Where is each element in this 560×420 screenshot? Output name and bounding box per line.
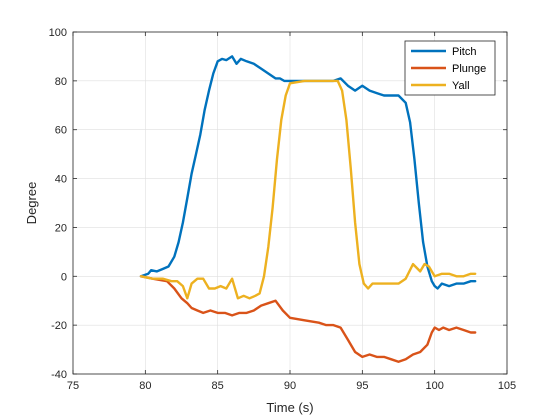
series-line-plunge	[139, 275, 477, 363]
y-tick-label: 20	[55, 222, 67, 234]
y-tick-label: 100	[49, 27, 67, 39]
legend-label-pitch: Pitch	[452, 46, 476, 58]
axis-ticks: 75 80 85 90 95 100 105 -40 -20 0 20 40 60 80 100	[49, 27, 517, 392]
series-line-yall	[139, 79, 477, 300]
legend: Pitch Plunge Yall	[404, 40, 496, 96]
x-tick-label: 90	[284, 380, 296, 392]
x-tick-label: 75	[67, 380, 79, 392]
x-axis-label: Time (s)	[266, 400, 313, 415]
y-tick-label: 60	[55, 125, 67, 137]
y-tick-label: 80	[55, 76, 67, 88]
series-lines	[139, 55, 477, 363]
y-axis-label: Degree	[24, 182, 39, 225]
x-tick-label: 105	[498, 380, 516, 392]
y-tick-label: 40	[55, 174, 67, 186]
series-line-pitch	[139, 55, 477, 290]
y-tick-label: 0	[61, 271, 67, 283]
y-tick-label: -20	[51, 320, 67, 332]
y-tick-label: -40	[51, 369, 67, 381]
x-tick-label: 85	[212, 380, 224, 392]
legend-label-plunge: Plunge	[452, 63, 486, 75]
x-tick-label: 80	[139, 380, 151, 392]
legend-label-yall: Yall	[452, 80, 470, 92]
x-tick-label: 95	[356, 380, 368, 392]
x-tick-label: 100	[425, 380, 443, 392]
